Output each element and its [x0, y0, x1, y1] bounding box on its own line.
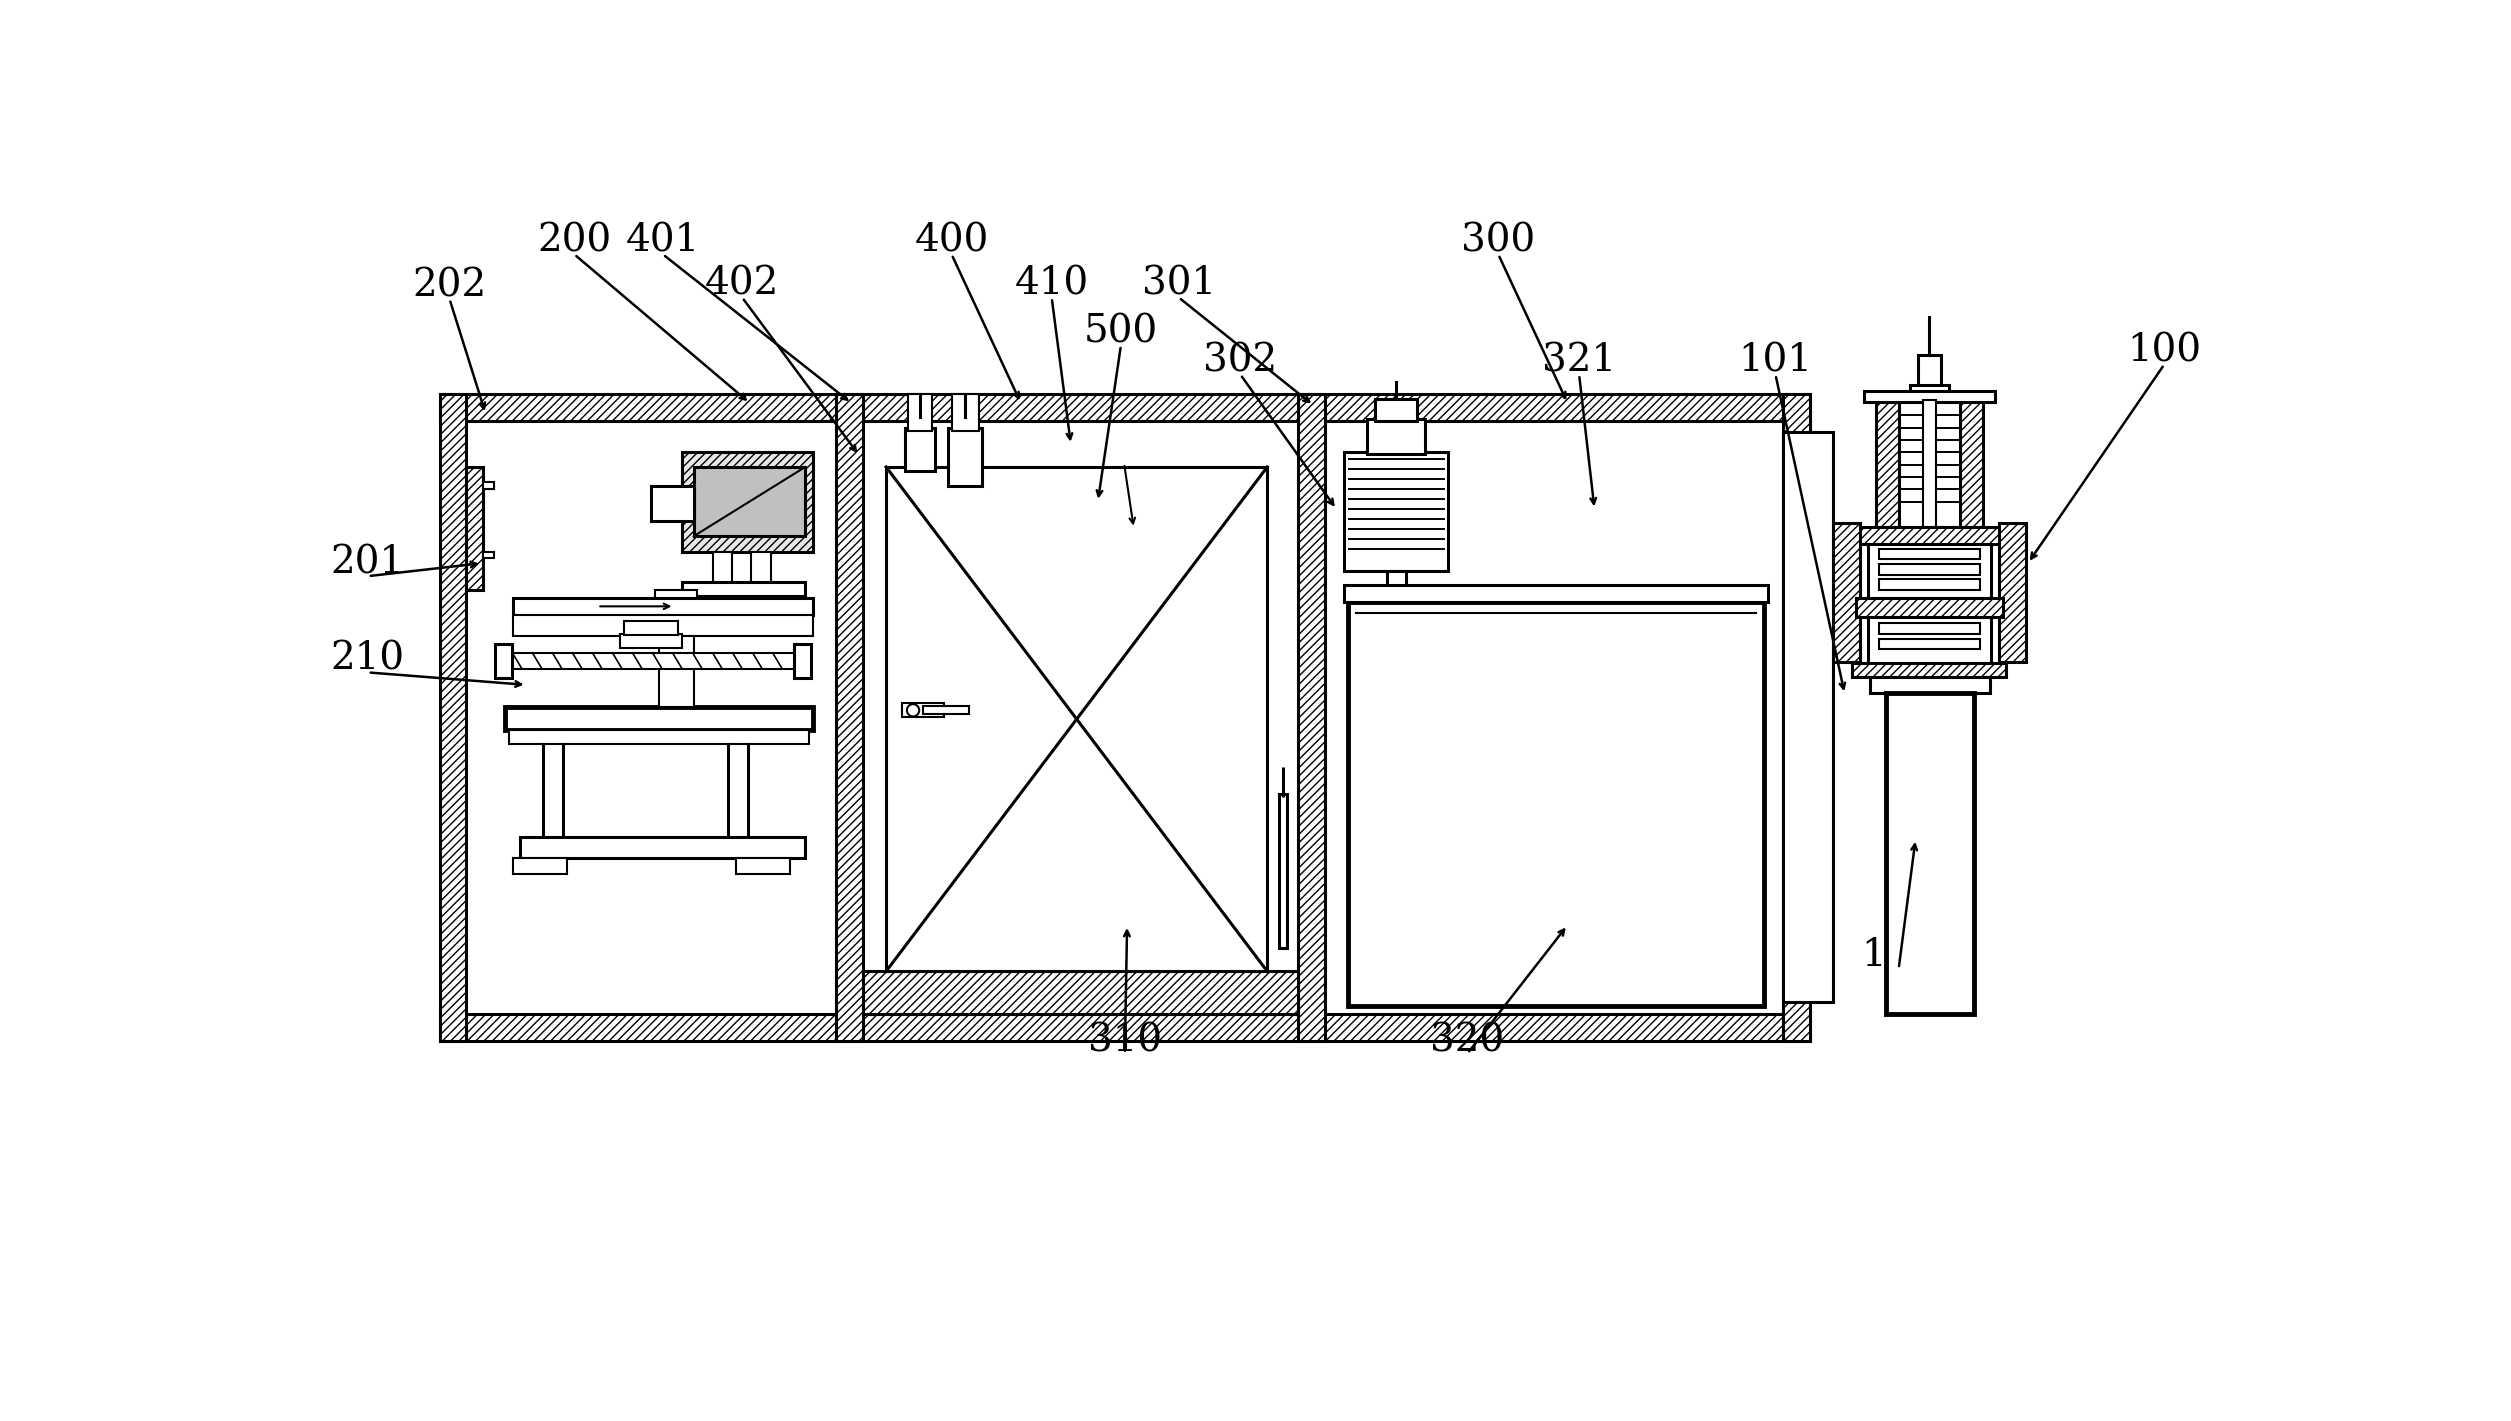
Bar — [495, 644, 512, 678]
Bar — [625, 621, 678, 635]
Text: 302: 302 — [1203, 342, 1278, 379]
Bar — [901, 703, 944, 718]
Bar — [1886, 692, 1974, 1013]
Bar — [512, 598, 814, 615]
Bar — [713, 551, 733, 587]
Circle shape — [906, 705, 919, 716]
Bar — [1868, 544, 1991, 598]
Bar — [1376, 399, 1416, 421]
Bar — [1856, 527, 2004, 544]
Bar — [1878, 580, 1979, 590]
Text: 410: 410 — [1014, 266, 1090, 303]
Bar — [1368, 419, 1426, 453]
Bar — [512, 858, 567, 874]
Text: 300: 300 — [1461, 223, 1534, 260]
Text: 102: 102 — [1861, 938, 1936, 975]
Bar — [1863, 391, 1994, 402]
Bar — [467, 421, 1783, 1013]
Bar — [1278, 794, 1286, 948]
Bar — [650, 486, 693, 522]
Bar — [1386, 571, 1406, 648]
Text: 321: 321 — [1542, 342, 1617, 379]
Text: 320: 320 — [1431, 1022, 1504, 1059]
Text: 101: 101 — [1738, 342, 1813, 379]
Bar — [520, 837, 806, 858]
Bar — [1853, 664, 2006, 678]
Bar — [1343, 452, 1449, 571]
Bar — [683, 452, 814, 551]
Bar — [485, 551, 495, 558]
Text: 402: 402 — [706, 266, 778, 303]
Bar — [512, 615, 814, 637]
Bar — [1343, 585, 1768, 601]
Bar — [886, 468, 1268, 972]
Bar — [736, 858, 791, 874]
Bar — [655, 590, 698, 598]
Bar — [439, 394, 1810, 421]
Bar — [1833, 523, 1861, 662]
Bar — [439, 394, 467, 1040]
Bar — [505, 708, 814, 730]
Bar — [467, 468, 485, 590]
Bar — [909, 394, 932, 431]
Bar — [1871, 678, 1989, 692]
Bar — [1348, 601, 1763, 1006]
Polygon shape — [693, 468, 806, 536]
Bar — [620, 634, 683, 648]
Bar — [683, 583, 806, 597]
Text: 210: 210 — [331, 641, 404, 678]
Bar — [952, 394, 979, 431]
Bar — [1856, 598, 2004, 617]
Text: 201: 201 — [331, 544, 404, 581]
Bar — [510, 730, 809, 745]
Bar — [485, 482, 495, 489]
Bar — [1783, 394, 1810, 1040]
Bar — [1898, 399, 1961, 527]
Text: 100: 100 — [2127, 333, 2202, 369]
Bar — [751, 551, 771, 587]
Bar — [906, 429, 934, 470]
Text: 500: 500 — [1085, 314, 1158, 351]
Bar — [1918, 355, 1941, 387]
Bar — [864, 972, 1298, 1013]
Bar — [1868, 617, 1991, 664]
Text: 401: 401 — [625, 223, 701, 260]
Bar — [1878, 564, 1979, 574]
Bar — [1876, 399, 1898, 527]
Bar — [1961, 399, 1984, 527]
Bar — [836, 394, 864, 1040]
Bar — [1783, 432, 1833, 1002]
Bar — [439, 1013, 1810, 1040]
Text: 310: 310 — [1087, 1022, 1163, 1059]
Text: 301: 301 — [1143, 266, 1215, 303]
Bar — [1298, 394, 1326, 1040]
Bar — [1878, 549, 1979, 560]
Bar — [793, 644, 811, 678]
Bar — [1923, 399, 1936, 527]
Bar — [510, 654, 798, 669]
Bar — [1911, 385, 1949, 399]
Text: 202: 202 — [412, 267, 487, 304]
Bar — [1878, 638, 1979, 649]
Text: 400: 400 — [914, 223, 989, 260]
Bar — [658, 637, 693, 708]
Bar — [924, 706, 969, 715]
Text: 200: 200 — [537, 223, 610, 260]
Bar — [947, 429, 982, 486]
Bar — [1878, 624, 1979, 634]
Bar — [1999, 523, 2026, 662]
